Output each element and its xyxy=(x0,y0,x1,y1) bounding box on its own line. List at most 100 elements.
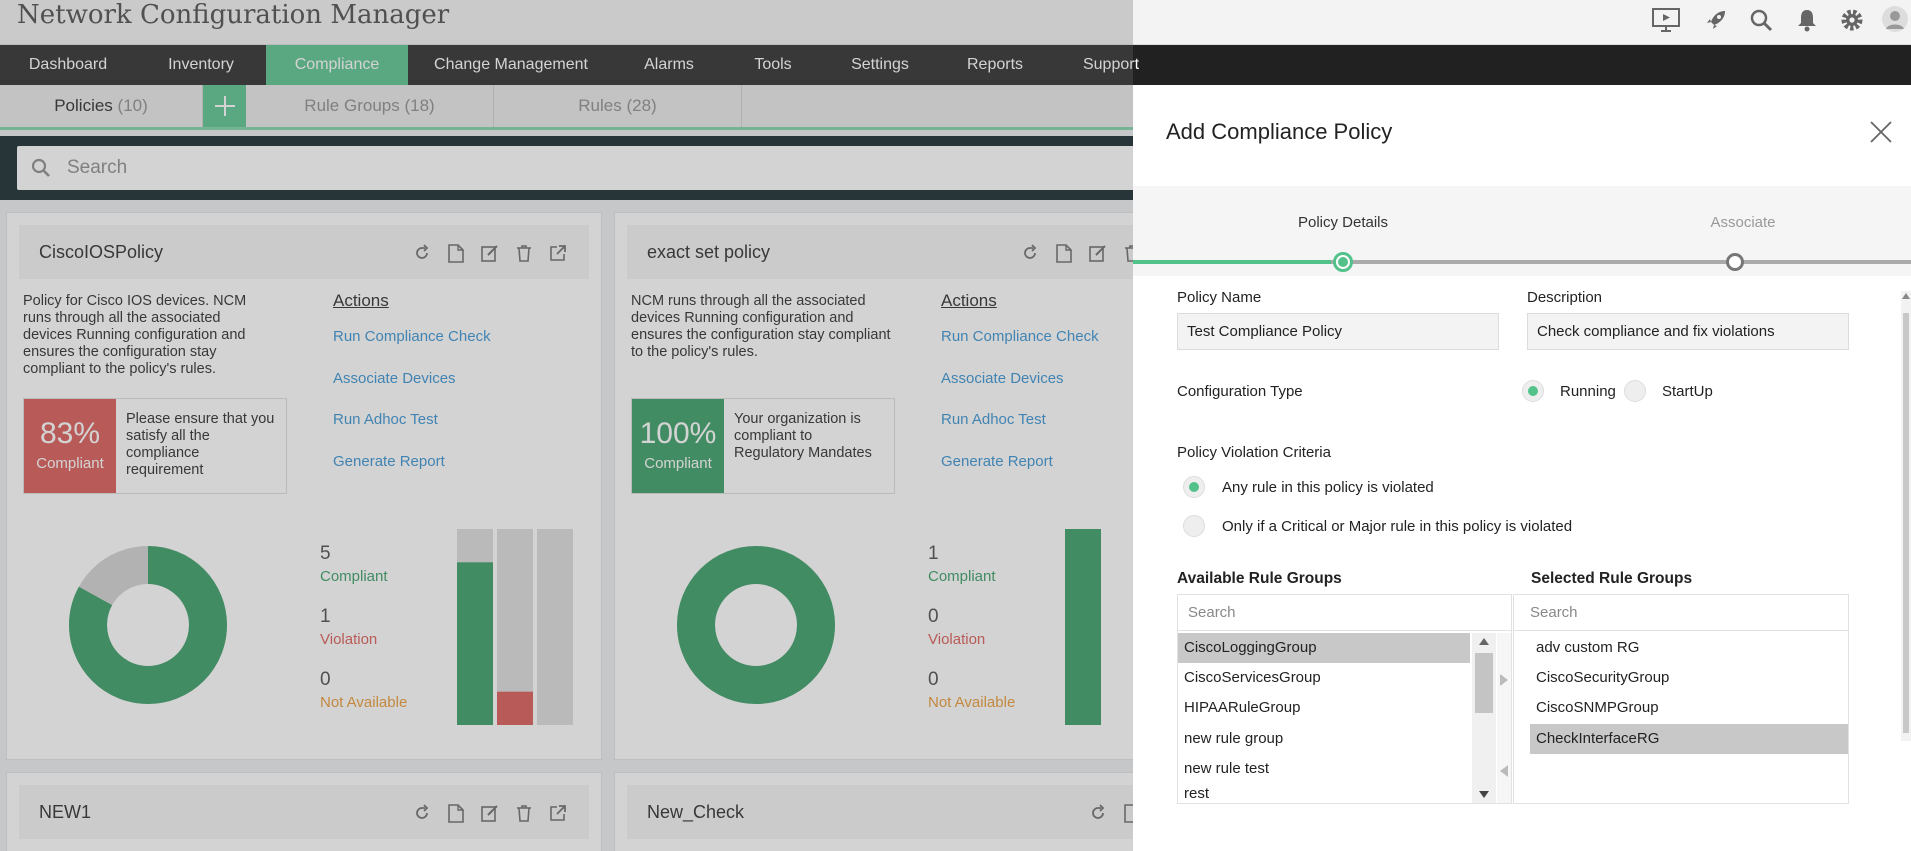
config-running-label: Running xyxy=(1560,383,1616,400)
modal-backdrop[interactable] xyxy=(0,0,1133,851)
list-item[interactable]: new rule test xyxy=(1184,760,1270,777)
donut-compliant-slice xyxy=(69,546,227,704)
nav-settings[interactable]: Settings xyxy=(851,56,909,73)
add-policy-button[interactable] xyxy=(203,85,246,127)
refresh-icon[interactable] xyxy=(411,242,433,264)
nav-dashboard[interactable]: Dashboard xyxy=(28,56,108,73)
list-item[interactable]: CiscoServicesGroup xyxy=(1184,669,1321,686)
generate-report-link[interactable]: Generate Report xyxy=(333,453,445,470)
associate-devices-link[interactable]: Associate Devices xyxy=(941,370,1064,387)
tab-rules[interactable]: Rules (28) xyxy=(494,85,742,127)
run-adhoc-test-link[interactable]: Run Adhoc Test xyxy=(941,411,1046,428)
list-item[interactable]: rest xyxy=(1184,785,1210,802)
policy-name-field[interactable]: Test Compliance Policy xyxy=(1177,313,1499,350)
nav-reports[interactable]: Reports xyxy=(966,56,1024,73)
nav-change-management[interactable]: Change Management xyxy=(434,56,588,73)
not-available-count: 0 xyxy=(928,669,939,690)
presentation-icon[interactable] xyxy=(1651,5,1681,35)
scroll-thumb[interactable] xyxy=(1903,313,1909,733)
available-search-input[interactable]: Search xyxy=(1178,595,1511,631)
description-field[interactable]: Check compliance and fix violations xyxy=(1527,313,1849,350)
nav-inventory[interactable]: Inventory xyxy=(168,56,234,73)
refresh-icon[interactable] xyxy=(411,802,433,824)
bar xyxy=(457,562,493,725)
pdf-icon[interactable] xyxy=(445,802,467,824)
nav-alarms[interactable]: Alarms xyxy=(644,56,694,73)
list-item[interactable]: CiscoSecurityGroup xyxy=(1536,669,1670,686)
score-percent: 100% xyxy=(639,417,717,450)
list-item[interactable]: CheckInterfaceRG xyxy=(1530,724,1848,754)
list-item[interactable]: adv custom RG xyxy=(1536,639,1640,656)
edit-icon[interactable] xyxy=(1087,242,1109,264)
tab-policies[interactable]: Policies (10) xyxy=(0,85,203,127)
donut-compliant-slice xyxy=(677,546,835,704)
tab-rule-groups[interactable]: Rule Groups (18) xyxy=(246,85,494,127)
score-message: Please ensure that you satisfy all the c… xyxy=(126,411,275,478)
delete-icon[interactable] xyxy=(513,802,535,824)
move-left-icon[interactable] xyxy=(1500,765,1508,777)
policy-card-tools xyxy=(411,802,569,824)
associate-devices-link[interactable]: Associate Devices xyxy=(333,370,456,387)
status-bars xyxy=(1065,529,1101,725)
list-item[interactable]: HIPAARuleGroup xyxy=(1184,699,1301,716)
violation-label: Violation xyxy=(320,631,378,648)
policy-description: Policy for Cisco IOS devices. NCM runs t… xyxy=(23,293,247,377)
selected-search-input[interactable]: Search xyxy=(1514,595,1848,631)
policy-card: New_Check xyxy=(614,772,1210,851)
wizard-steps: Policy Details Associate xyxy=(1133,186,1911,276)
nav-compliance[interactable]: Compliance xyxy=(266,45,408,85)
step-progress-done xyxy=(1133,260,1331,264)
edit-icon[interactable] xyxy=(479,802,501,824)
move-right-icon[interactable] xyxy=(1500,674,1508,686)
refresh-icon[interactable] xyxy=(1087,802,1109,824)
violation-critical-radio[interactable] xyxy=(1183,515,1205,537)
policy-title: New_Check xyxy=(647,802,745,822)
config-startup-radio[interactable] xyxy=(1624,380,1646,402)
list-item[interactable]: CiscoLoggingGroup xyxy=(1178,633,1470,663)
external-link-icon[interactable] xyxy=(547,802,569,824)
violation-any-radio[interactable] xyxy=(1183,476,1205,498)
pdf-icon[interactable] xyxy=(445,242,467,264)
generate-report-link[interactable]: Generate Report xyxy=(941,453,1053,470)
run-adhoc-test-link[interactable]: Run Adhoc Test xyxy=(333,411,438,428)
nav-tools[interactable]: Tools xyxy=(754,56,792,73)
panel-title: Add Compliance Policy xyxy=(1166,119,1393,144)
step-associate[interactable]: Associate xyxy=(1710,214,1776,231)
score-badge: 83% Compliant xyxy=(24,399,116,493)
list-item[interactable]: new rule group xyxy=(1184,730,1284,747)
bell-icon[interactable] xyxy=(1792,5,1822,35)
config-running-radio[interactable] xyxy=(1522,380,1544,402)
policy-description: NCM runs through all the associated devi… xyxy=(631,293,891,360)
run-compliance-check-link[interactable]: Run Compliance Check xyxy=(941,328,1099,345)
refresh-icon[interactable] xyxy=(1019,242,1041,264)
run-compliance-check-link[interactable]: Run Compliance Check xyxy=(333,328,491,345)
search-icon[interactable] xyxy=(1746,5,1776,35)
delete-icon[interactable] xyxy=(513,242,535,264)
external-link-icon[interactable] xyxy=(547,242,569,264)
scroll-up-icon xyxy=(1902,293,1910,299)
step-policy-details[interactable]: Policy Details xyxy=(1297,214,1389,231)
compliant-count: 1 xyxy=(928,543,939,564)
user-icon[interactable] xyxy=(1880,5,1910,35)
tab-rules-count: (28) xyxy=(626,96,657,115)
rocket-icon[interactable] xyxy=(1701,5,1731,35)
nav-support[interactable]: Support xyxy=(1082,56,1140,73)
scroll-thumb[interactable] xyxy=(1475,653,1493,713)
available-scrollbar[interactable] xyxy=(1472,633,1496,803)
compliance-donut xyxy=(677,546,835,704)
close-icon[interactable] xyxy=(1869,120,1893,144)
selected-groups-heading: Selected Rule Groups xyxy=(1531,570,1693,587)
tab-rules-label: Rules xyxy=(578,96,622,115)
actions-heading: Actions xyxy=(941,291,997,310)
violation-count: 1 xyxy=(320,606,331,627)
list-item[interactable]: CiscoSNMPGroup xyxy=(1536,699,1659,716)
transfer-controls xyxy=(1497,633,1511,803)
status-bars xyxy=(457,529,573,725)
pdf-icon[interactable] xyxy=(1053,242,1075,264)
edit-icon[interactable] xyxy=(479,242,501,264)
policy-card-header: CiscoIOSPolicy xyxy=(19,225,589,279)
gear-icon[interactable] xyxy=(1837,5,1867,35)
score-label: Compliant xyxy=(36,455,104,472)
panel-scrollbar[interactable] xyxy=(1901,291,1911,741)
